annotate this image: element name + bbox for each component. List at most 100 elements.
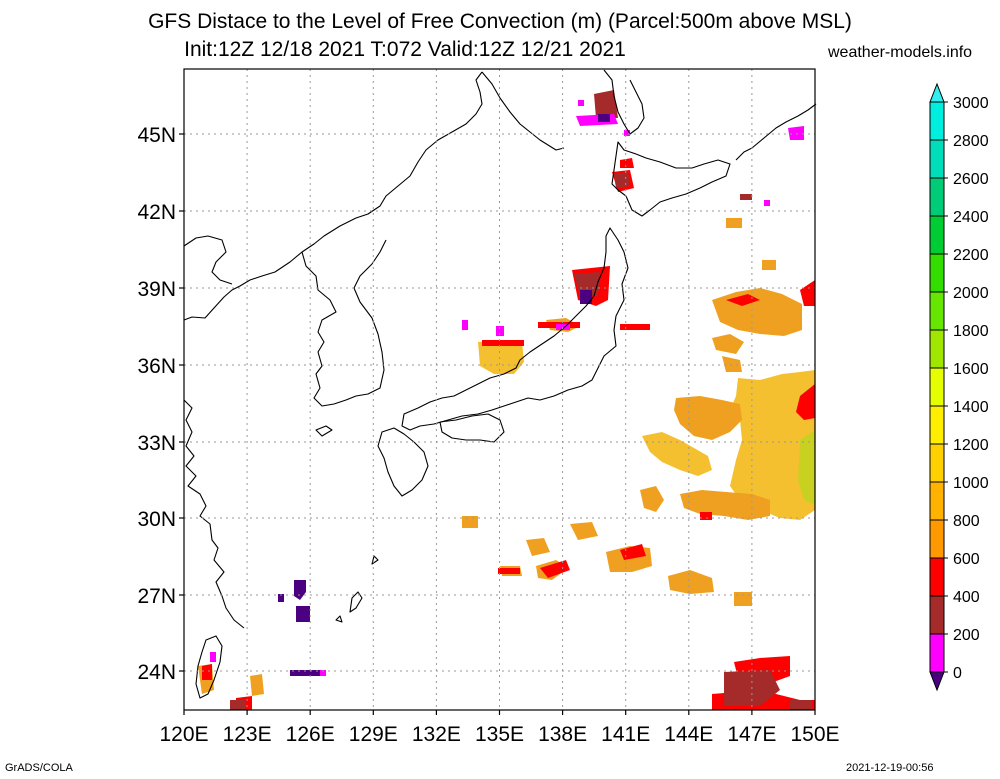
lon-label: 141E	[601, 723, 650, 746]
lfc-shaded-area	[640, 486, 664, 512]
lfc-shaded-area	[294, 580, 306, 600]
coast-ryukyu-small	[335, 615, 343, 623]
lfc-shaded-area	[700, 512, 712, 520]
colorbar-swatch	[929, 595, 945, 635]
lfc-distance-field	[198, 90, 815, 710]
lon-label: 135E	[475, 723, 524, 746]
lon-label: 132E	[412, 723, 461, 746]
lfc-shaded-area	[722, 356, 742, 372]
lon-label: 147E	[727, 723, 776, 746]
lfc-shaded-area	[594, 90, 618, 118]
lfc-shaded-area	[668, 570, 714, 594]
lfc-shaded-area	[674, 396, 742, 440]
colorbar-label: 1400	[953, 399, 989, 416]
lon-label: 126E	[286, 723, 335, 746]
lfc-shaded-area	[210, 652, 216, 662]
lfc-shaded-area	[296, 606, 310, 622]
footer-timestamp: 2021-12-19-00:56	[846, 762, 934, 774]
lat-label: 36N	[137, 355, 176, 378]
lat-label: 42N	[137, 201, 176, 224]
coast-korea	[301, 239, 387, 407]
colorbar-label: 2600	[953, 171, 989, 188]
lon-label: 150E	[790, 723, 839, 746]
coast-okinawa	[349, 591, 363, 613]
lon-label: 129E	[349, 723, 398, 746]
colorbar-label: 1800	[953, 323, 989, 340]
colorbar-swatch	[929, 443, 945, 483]
colorbar-swatch	[929, 101, 945, 141]
chart-subtitle: Init:12Z 12/18 2021 T:072 Valid:12Z 12/2…	[184, 38, 626, 61]
lfc-shaded-area	[800, 280, 815, 306]
coast-amami	[371, 555, 379, 565]
colorbar-swatch	[929, 481, 945, 521]
lfc-shaded-area	[598, 114, 610, 122]
colorbar-label: 2400	[953, 209, 989, 226]
colorbar-swatch	[929, 633, 945, 673]
lfc-shaded-area	[614, 172, 630, 188]
colorbar-low-arrow	[929, 671, 945, 692]
colorbar-swatch	[929, 329, 945, 369]
lfc-shaded-area	[712, 334, 744, 354]
colorbar-label: 0	[953, 665, 962, 682]
lfc-shaded-area	[478, 340, 524, 374]
coast-mainland	[183, 71, 483, 321]
coast-primorye	[481, 71, 565, 151]
lat-label: 39N	[137, 278, 176, 301]
lfc-shaded-area	[796, 384, 815, 420]
colorbar-label: 2800	[953, 133, 989, 150]
lfc-shaded-area	[620, 158, 634, 168]
coast-kurils	[735, 103, 817, 161]
coast-jeju	[315, 425, 333, 437]
colorbar-label: 1000	[953, 475, 989, 492]
lfc-shaded-area	[278, 594, 284, 602]
lon-label: 144E	[664, 723, 713, 746]
lfc-shaded-area	[498, 568, 520, 574]
lfc-shaded-area	[734, 592, 752, 606]
colorbar-label: 600	[953, 551, 980, 568]
coast-china-south	[183, 399, 245, 629]
lfc-shaded-area	[620, 544, 646, 560]
lat-label: 30N	[137, 508, 176, 531]
lfc-shaded-area	[290, 670, 320, 676]
lat-label: 27N	[137, 585, 176, 608]
graticule	[184, 69, 815, 710]
chart-title: GFS Distace to the Level of Free Convect…	[148, 10, 852, 33]
lon-label: 123E	[223, 723, 272, 746]
lfc-shaded-area	[202, 664, 212, 680]
colorbar-label: 3000	[953, 95, 989, 112]
lfc-shaded-area	[740, 194, 752, 200]
colorbar-label: 800	[953, 513, 980, 530]
lfc-shaded-area	[790, 700, 812, 710]
lfc-shaded-area	[712, 288, 802, 336]
colorbar-swatch	[929, 519, 945, 559]
colorbar-swatch	[929, 405, 945, 445]
coast-kyushu	[377, 427, 429, 497]
lfc-shaded-area	[540, 560, 570, 578]
colorbar-swatch	[929, 253, 945, 293]
colorbar-label: 2000	[953, 285, 989, 302]
colorbar-label: 200	[953, 627, 980, 644]
lfc-shaded-area	[576, 114, 618, 126]
lfc-shaded-area	[496, 326, 504, 336]
lfc-shaded-area	[578, 100, 584, 106]
lfc-shaded-area	[726, 218, 742, 228]
colorbar-swatch	[929, 367, 945, 407]
lon-label: 120E	[159, 723, 208, 746]
colorbar: 0 200 400 600 800 1000 1200 1400 1600 1800 2000 220…	[929, 82, 989, 692]
lfc-shaded-area	[482, 340, 524, 346]
lfc-shaded-area	[798, 430, 815, 505]
lfc-shaded-area	[580, 290, 592, 304]
lfc-shaded-area	[462, 516, 478, 528]
lat-label: 45N	[137, 124, 176, 147]
lfc-shaded-area	[642, 432, 712, 476]
coast-hokkaido	[611, 141, 731, 217]
axis-ticks	[179, 133, 816, 715]
lfc-shaded-area	[730, 370, 815, 520]
lat-label: 33N	[137, 432, 176, 455]
coast-bohai	[183, 235, 233, 285]
source-label: weather-models.info	[828, 44, 973, 61]
lon-label: 138E	[538, 723, 587, 746]
lfc-shaded-area	[250, 674, 264, 696]
lfc-shaded-area	[762, 260, 776, 270]
